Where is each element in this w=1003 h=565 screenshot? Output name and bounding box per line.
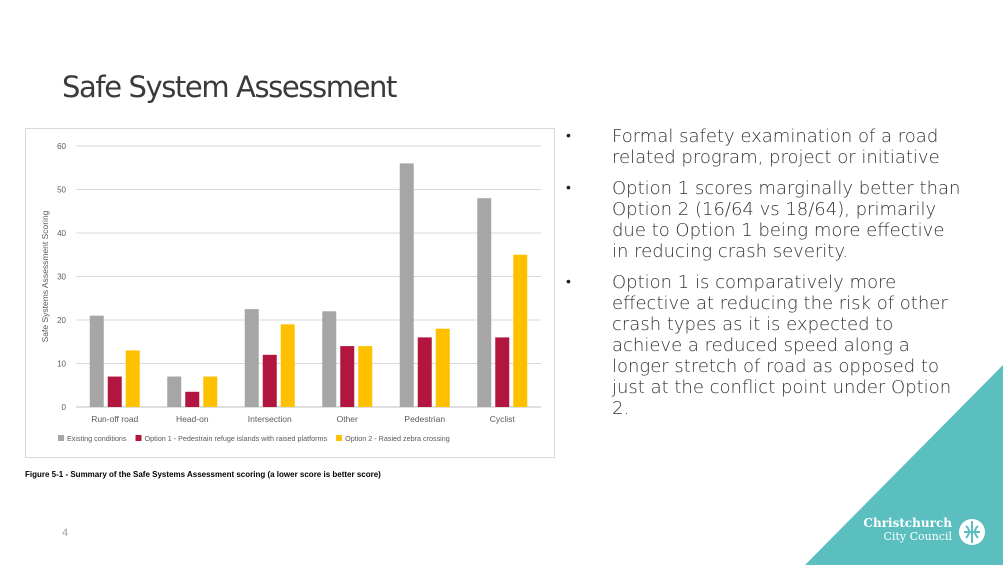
bullet-text: Formal safety examination of a road rela… [612,126,940,168]
bullet-item: • Option 1 scores marginally better than … [566,178,966,262]
bar [417,337,432,407]
bar [358,346,373,407]
legend-swatch [135,435,142,441]
y-tick-label: 10 [57,360,66,369]
bullet-item: • Option 1 is comparatively more effectiv… [566,272,966,419]
bullet-text: Option 1 scores marginally better than O… [612,178,961,262]
x-tick-label: Other [337,414,358,424]
christchurch-city-council-icon [959,519,985,545]
bar [262,354,277,407]
legend-swatch [58,435,64,441]
bar [280,324,295,407]
logo-line2: City Council [883,530,952,543]
y-tick-label: 0 [62,403,67,412]
y-tick-label: 30 [57,273,66,282]
bar [495,337,510,407]
bullet-icon: • [566,128,571,144]
page-title: Safe System Assessment [62,70,397,104]
x-tick-label: Head-on [176,414,209,424]
bar [203,376,218,407]
legend-label: Option 1 - Pedestrain refuge islands wit… [145,434,328,443]
bar [244,309,259,407]
bar [340,346,355,407]
x-tick-label: Run-off road [91,414,138,424]
bar [107,376,122,407]
page-number: 4 [62,527,69,539]
bullet-list: • Formal safety examination of a road rel… [566,126,966,429]
legend-label: Existing conditions [67,434,127,443]
legend-swatch [336,435,343,441]
bullet-icon: • [566,180,571,196]
logo-text: Christchurch City Council [863,516,952,543]
legend-label: Option 2 - Rasied zebra crossing [345,434,450,443]
y-tick-label: 50 [57,186,66,195]
logo-line1: Christchurch [863,516,952,530]
bar [513,254,528,407]
bar [477,198,492,407]
bullet-text: Option 1 is comparatively more effective… [612,272,952,419]
chart-container: 0 10 20 30 40 50 60 Safe Systems Assessment Sco… [25,128,555,458]
x-tick-label: Cyclist [490,414,516,424]
bar [125,350,140,407]
y-tick-label: 60 [57,142,66,151]
x-tick-label: Pedestrian [404,414,445,424]
bar [185,391,200,407]
y-tick-label: 40 [57,229,66,238]
x-tick-label: Intersection [248,414,292,424]
bar [89,315,104,407]
figure-caption: Figure 5-1 - Summary of the Safe Systems… [25,470,381,479]
bar-chart: 0 10 20 30 40 50 60 Safe Systems Assessment Sco… [40,142,541,443]
bar [399,163,414,407]
bar [167,376,182,407]
y-tick-label: 20 [57,316,66,325]
council-logo: Christchurch City Council [863,516,986,550]
y-axis-label: Safe Systems Assessment Scoring [40,210,50,342]
bullet-item: • Formal safety examination of a road rel… [566,126,966,168]
bullet-icon: • [566,274,571,290]
bar [322,311,337,407]
bar [435,328,450,407]
